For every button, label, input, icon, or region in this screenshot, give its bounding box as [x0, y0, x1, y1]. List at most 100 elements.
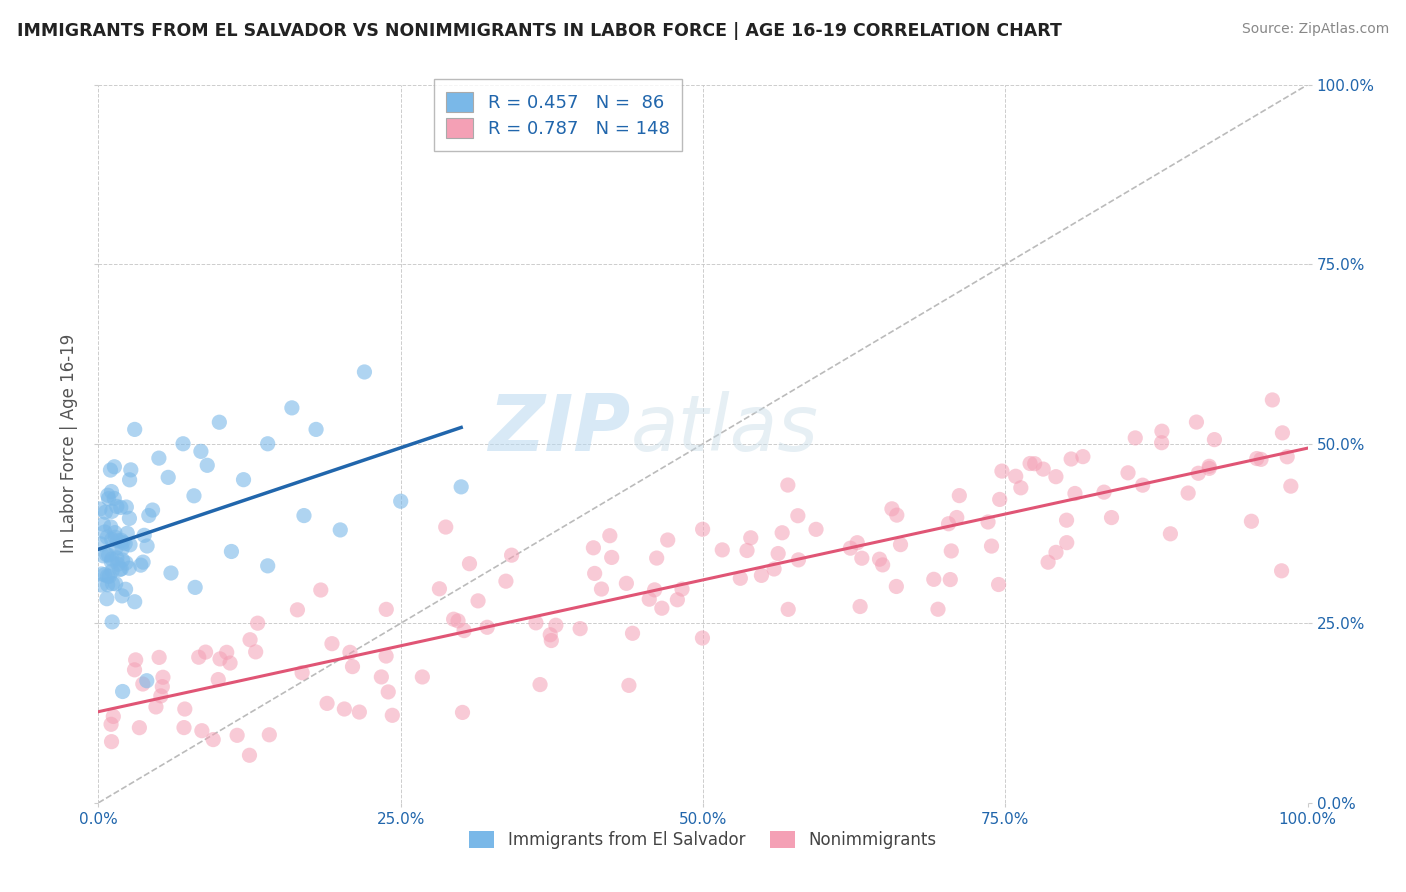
Point: [190, 444, 212, 458]
Point: [1060, 452, 1083, 467]
Point: [1198, 461, 1220, 475]
Point: [692, 631, 714, 645]
Point: [645, 551, 668, 566]
Point: [129, 558, 152, 573]
Point: [692, 522, 714, 536]
Point: [458, 557, 481, 571]
Point: [644, 582, 666, 597]
Point: [111, 553, 134, 567]
Point: [927, 602, 949, 616]
Point: [1004, 469, 1026, 483]
Point: [339, 645, 361, 659]
Point: [148, 451, 170, 466]
Point: [91, 517, 114, 532]
Point: [101, 552, 124, 566]
Point: [105, 500, 128, 514]
Point: [114, 536, 136, 550]
Point: [1150, 435, 1173, 450]
Point: [245, 645, 267, 659]
Point: [1271, 425, 1294, 440]
Point: [849, 599, 872, 614]
Point: [591, 582, 613, 596]
Point: [1185, 415, 1208, 429]
Point: [467, 594, 489, 608]
Point: [1056, 535, 1078, 549]
Point: [447, 614, 470, 628]
Point: [90, 537, 112, 551]
Point: [103, 491, 125, 506]
Point: [101, 615, 124, 629]
Point: [939, 573, 962, 587]
Point: [1036, 555, 1059, 569]
Point: [770, 525, 793, 540]
Point: [96, 548, 118, 562]
Point: [450, 480, 472, 494]
Point: [869, 552, 891, 566]
Point: [443, 612, 465, 626]
Point: [839, 541, 862, 556]
Point: [107, 557, 129, 571]
Point: [375, 648, 398, 663]
Point: [1261, 392, 1284, 407]
Point: [945, 510, 967, 524]
Point: [101, 564, 124, 578]
Point: [128, 721, 150, 735]
Point: [246, 616, 269, 631]
Point: [1092, 485, 1115, 500]
Point: [988, 492, 1011, 507]
Point: [377, 685, 399, 699]
Point: [751, 568, 773, 582]
Point: [475, 620, 498, 634]
Point: [101, 504, 124, 518]
Point: [149, 689, 172, 703]
Point: [105, 550, 128, 565]
Point: [453, 624, 475, 638]
Point: [1071, 450, 1094, 464]
Point: [730, 571, 752, 585]
Point: [1240, 514, 1263, 528]
Point: [529, 677, 551, 691]
Point: [115, 500, 138, 514]
Point: [763, 562, 786, 576]
Point: [111, 535, 134, 549]
Point: [638, 592, 661, 607]
Point: [221, 544, 243, 558]
Point: [97, 491, 120, 506]
Point: [977, 515, 1000, 529]
Point: [135, 673, 157, 688]
Point: [215, 645, 238, 659]
Point: [118, 473, 141, 487]
Point: [108, 562, 131, 576]
Point: [991, 464, 1014, 478]
Point: [93, 567, 115, 582]
Point: [787, 553, 810, 567]
Point: [872, 558, 894, 572]
Point: [321, 637, 343, 651]
Legend: Immigrants from El Salvador, Nonimmigrants: Immigrants from El Salvador, Nonimmigran…: [463, 824, 943, 855]
Point: [1101, 510, 1123, 524]
Point: [259, 728, 281, 742]
Point: [291, 665, 314, 680]
Point: [173, 721, 195, 735]
Point: [582, 541, 605, 555]
Point: [1204, 433, 1226, 447]
Point: [110, 562, 132, 576]
Point: [226, 728, 249, 742]
Point: [538, 628, 561, 642]
Point: [172, 436, 194, 450]
Point: [735, 543, 758, 558]
Point: [103, 709, 125, 723]
Point: [118, 538, 141, 552]
Point: [194, 645, 217, 659]
Point: [740, 531, 762, 545]
Point: [786, 508, 808, 523]
Point: [187, 650, 209, 665]
Point: [1064, 486, 1087, 500]
Point: [1010, 481, 1032, 495]
Point: [117, 526, 139, 541]
Point: [97, 578, 120, 592]
Point: [1250, 452, 1272, 467]
Point: [889, 538, 911, 552]
Point: [148, 650, 170, 665]
Point: [93, 524, 115, 539]
